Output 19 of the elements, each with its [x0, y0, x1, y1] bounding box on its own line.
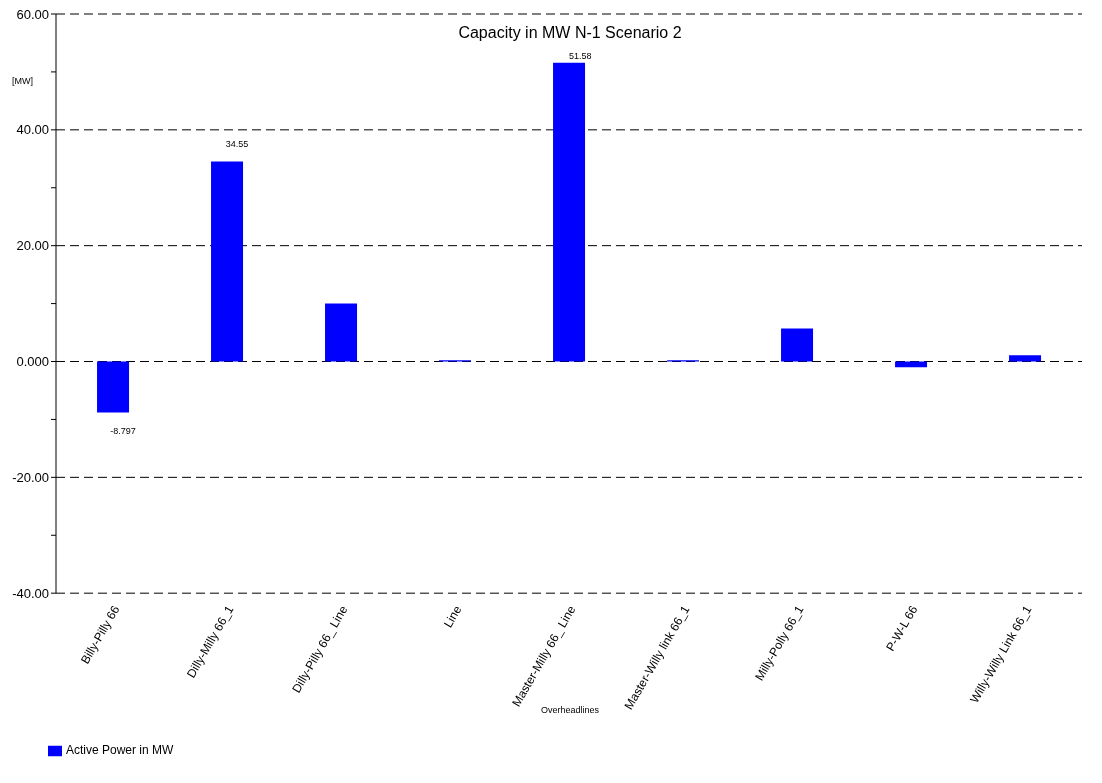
text: Capacity in MW N-1 Scenario 2 [457, 24, 683, 42]
y-tick-label: 0.000 [16, 354, 49, 370]
x-axis-title: Overheadlines [540, 705, 600, 715]
y-tick-label: -40.00 [12, 585, 49, 601]
bar [211, 161, 244, 362]
bar [1009, 355, 1042, 362]
data-label: 34.55 [225, 139, 249, 150]
bar [97, 361, 130, 413]
bar [553, 62, 586, 362]
y-tick-label: -20.00 [12, 469, 49, 485]
bar [325, 303, 358, 362]
y-tick-label: 40.00 [16, 122, 49, 138]
y-axis-title: [MW] [12, 76, 33, 86]
y-tick-label: 20.00 [16, 238, 49, 254]
data-label: -8.797 [110, 426, 136, 437]
y-tick-label: 60.00 [16, 6, 49, 22]
data-label: 51.58 [569, 50, 592, 61]
legend-label: Active Power in MW [66, 743, 174, 758]
bar [781, 328, 814, 362]
